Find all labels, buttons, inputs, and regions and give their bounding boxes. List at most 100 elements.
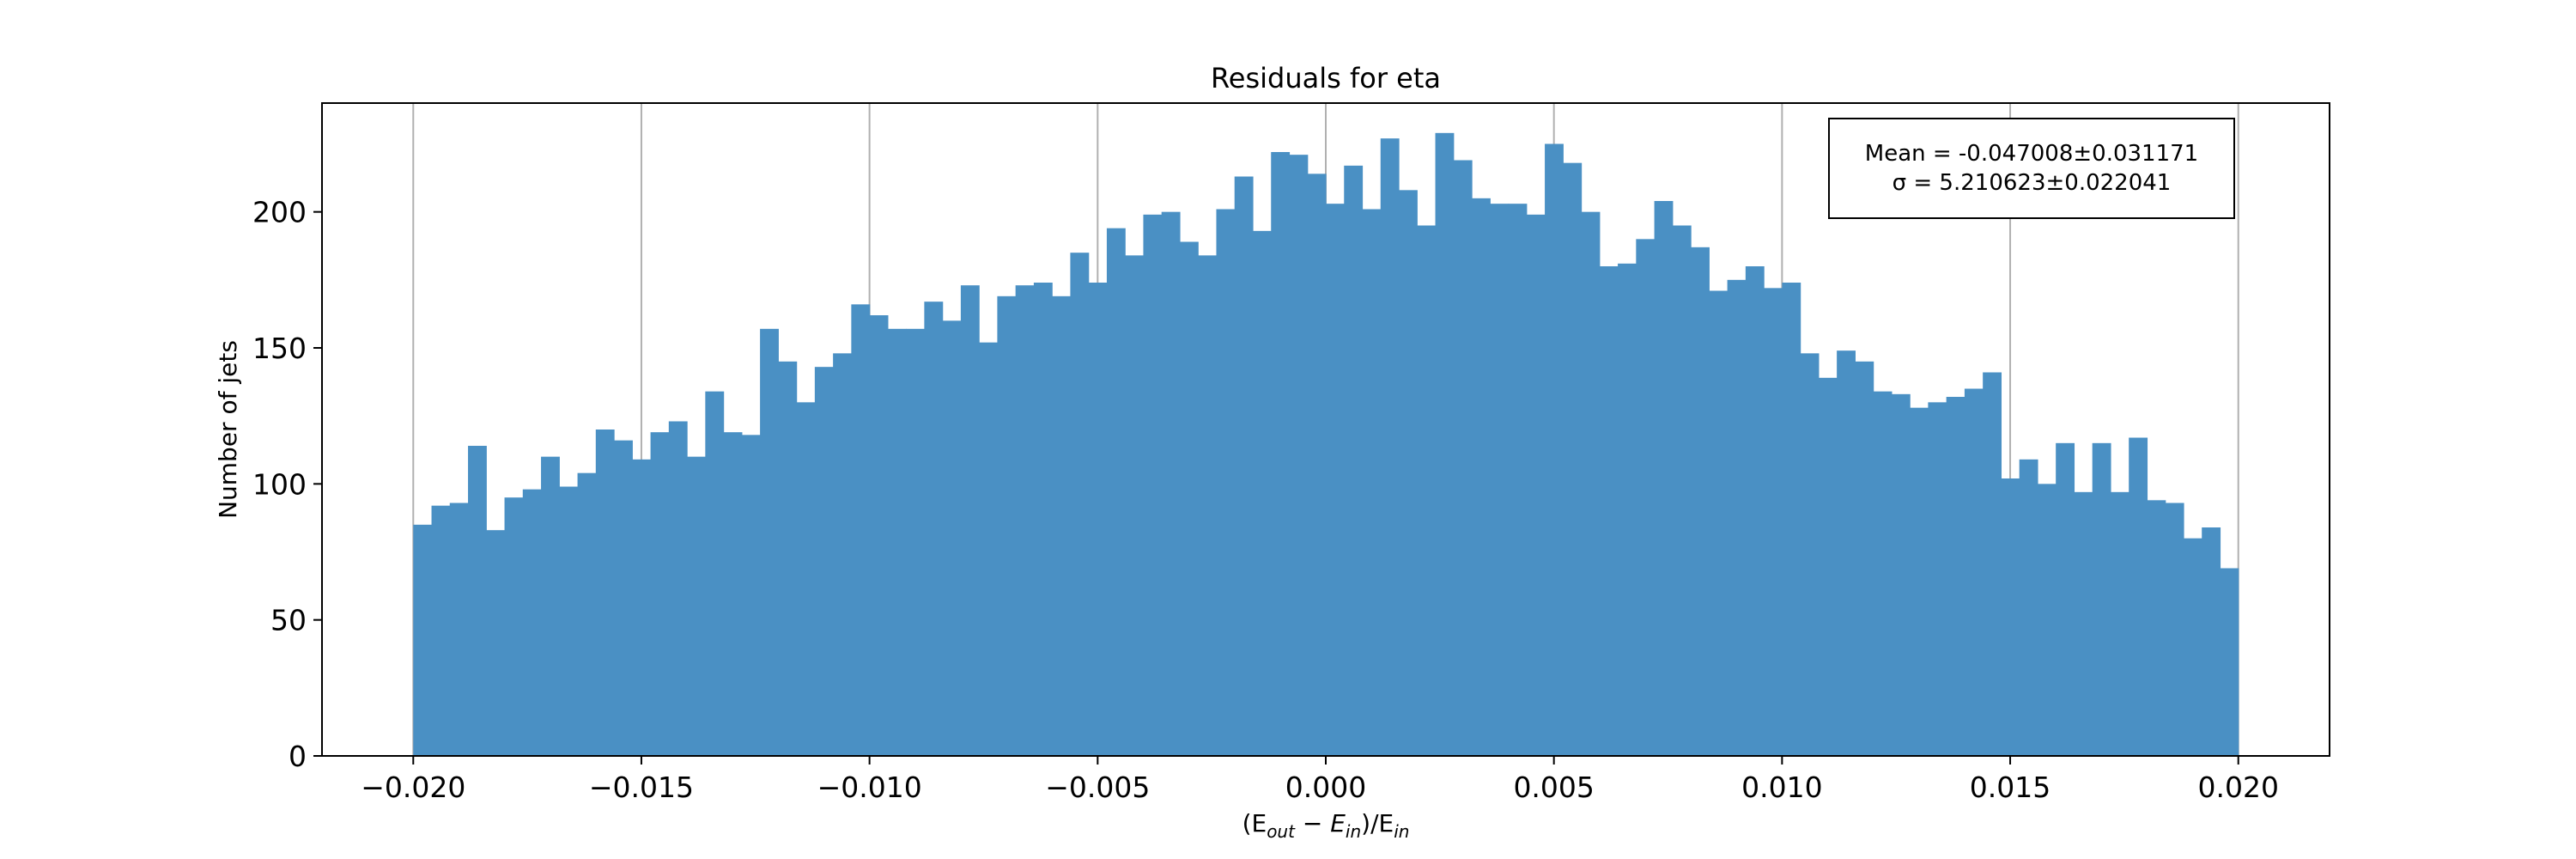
histogram-bar-49	[1307, 174, 1327, 757]
histogram-bar-91	[2074, 491, 2093, 756]
histogram-bar-93	[2110, 491, 2129, 756]
histogram-bar-61	[1526, 214, 1546, 757]
histogram-bar-84	[1946, 397, 1965, 756]
histogram-bar-60	[1508, 204, 1528, 756]
histogram-bar-57	[1453, 160, 1473, 756]
histogram-bar-54	[1399, 190, 1418, 757]
histogram-bar-5	[504, 497, 524, 756]
histogram-bar-43	[1198, 255, 1218, 756]
histogram-bar-71	[1709, 290, 1728, 756]
histogram-bar-88	[2019, 459, 2038, 756]
histogram-bar-14	[668, 421, 688, 756]
histogram-bar-2	[449, 503, 469, 756]
histogram-bar-76	[1800, 353, 1820, 756]
histogram-bar-99	[2220, 568, 2239, 756]
histogram-bar-25	[869, 315, 889, 756]
histogram-bar-10	[595, 430, 615, 756]
histogram-bar-80	[1873, 391, 1893, 756]
histogram-bar-98	[2202, 527, 2221, 756]
histogram-bar-40	[1143, 214, 1163, 757]
histogram-bar-20	[778, 361, 798, 756]
histogram-bar-29	[942, 320, 962, 756]
histogram-bar-32	[997, 295, 1017, 756]
histogram-bar-87	[2001, 478, 2020, 756]
x-axis-label: (Eout − Ein)/Ein	[1242, 809, 1410, 842]
histogram-bar-55	[1417, 225, 1437, 756]
histogram-bar-82	[1910, 407, 1929, 756]
histogram-bar-69	[1672, 225, 1692, 756]
histogram-bar-81	[1891, 393, 1911, 756]
histogram-bar-11	[614, 440, 633, 756]
histogram-bar-70	[1691, 247, 1710, 756]
histogram-bar-67	[1636, 239, 1656, 756]
histogram-bar-42	[1179, 241, 1199, 756]
histogram-bar-24	[851, 304, 871, 756]
histogram-bar-83	[1928, 402, 1947, 756]
histogram-bar-53	[1380, 138, 1400, 756]
histogram-bar-95	[2147, 500, 2166, 756]
histogram-bar-4	[486, 530, 506, 756]
histogram-bar-51	[1344, 165, 1364, 757]
histogram-bar-0	[413, 524, 433, 756]
y-tick-label-2: 100	[252, 467, 307, 501]
x-tick-label-4: 0.000	[1285, 771, 1366, 804]
x-tick-label-7: 0.015	[1970, 771, 2050, 804]
histogram-bar-37	[1088, 283, 1108, 756]
histogram-bar-9	[577, 472, 597, 756]
histogram-bar-28	[924, 302, 944, 757]
histogram-bar-38	[1106, 228, 1126, 757]
histogram-bar-47	[1271, 152, 1291, 756]
x-tick-label-5: 0.005	[1513, 771, 1594, 804]
histogram-bar-44	[1216, 209, 1236, 756]
histogram-bar-12	[632, 459, 652, 756]
y-tick-label-0: 0	[289, 740, 307, 773]
histogram-bar-77	[1818, 377, 1838, 756]
histogram-bar-27	[906, 328, 925, 756]
histogram-bar-68	[1654, 201, 1674, 756]
x-tick-label-2: −0.010	[817, 771, 922, 804]
histogram-bar-74	[1764, 288, 1783, 756]
histogram-bar-13	[650, 432, 670, 756]
histogram-bar-33	[1015, 285, 1035, 757]
histogram-bar-78	[1837, 350, 1856, 756]
histogram-bar-94	[2129, 437, 2148, 756]
x-tick-label-6: 0.010	[1741, 771, 1822, 804]
histogram-bar-15	[687, 456, 706, 756]
histogram-bar-89	[2037, 484, 2057, 756]
histogram-bar-21	[796, 402, 816, 756]
histogram-bar-66	[1618, 263, 1637, 756]
histogram-bar-75	[1782, 283, 1801, 756]
stats-box: Mean = -0.047008±0.031171 σ = 5.210623±0…	[1828, 118, 2235, 219]
histogram-bar-52	[1362, 209, 1382, 756]
histogram-bar-48	[1289, 155, 1309, 756]
histogram-bar-22	[814, 367, 834, 756]
histogram-bar-46	[1252, 230, 1272, 756]
histogram-bar-3	[468, 446, 487, 756]
histogram-bar-35	[1052, 295, 1072, 756]
histogram-bar-16	[705, 391, 725, 756]
histogram-bar-41	[1161, 211, 1181, 756]
chart-title: Residuals for eta	[1211, 62, 1441, 94]
histogram-bar-8	[559, 486, 579, 756]
histogram-bar-72	[1727, 279, 1747, 756]
histogram-bar-90	[2056, 442, 2075, 756]
histogram-bar-62	[1545, 143, 1564, 756]
y-axis-label: Number of jets	[214, 340, 242, 519]
histogram-bar-96	[2165, 503, 2184, 756]
histogram-bar-59	[1490, 204, 1510, 756]
y-tick-label-1: 50	[270, 604, 307, 637]
histogram-bar-39	[1125, 255, 1145, 756]
histogram-bar-64	[1581, 211, 1601, 756]
stats-sigma: σ = 5.210623±0.022041	[1893, 170, 2172, 196]
histogram-bar-73	[1745, 266, 1765, 756]
y-tick-label-3: 150	[252, 332, 307, 365]
y-axis-ticks: 0 50 100 150 200	[252, 196, 322, 773]
histogram-bar-19	[760, 328, 779, 756]
histogram-bar-79	[1855, 361, 1874, 756]
y-tick-label-4: 200	[252, 196, 307, 229]
histogram-bar-30	[960, 285, 980, 757]
histogram-bar-86	[1983, 372, 2002, 756]
x-tick-label-3: −0.005	[1045, 771, 1150, 804]
histogram-bar-31	[979, 342, 999, 756]
